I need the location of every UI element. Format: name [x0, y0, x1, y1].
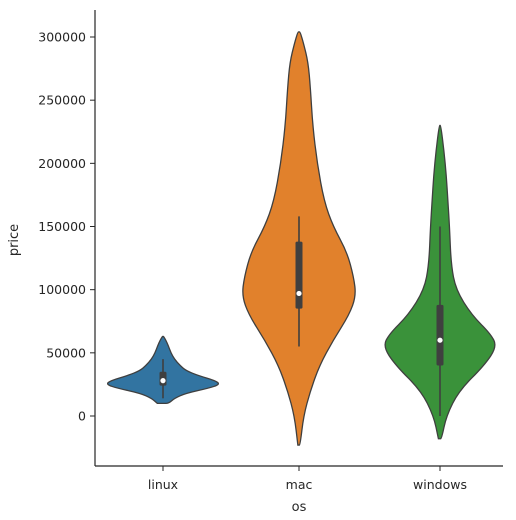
median-dot-mac — [296, 290, 302, 297]
y-axis-label-group: price — [7, 224, 22, 256]
y-tick-label: 250000 — [38, 93, 86, 108]
y-tick-label: 300000 — [38, 30, 86, 45]
y-axis-ticks: 0 50000 100000 150000 200000 250000 300000 — [38, 30, 95, 424]
median-dot-linux — [160, 378, 166, 384]
x-axis-ticks: linux mac windows — [148, 466, 467, 492]
y-tick-label: 0 — [78, 409, 86, 424]
y-tick-label: 50000 — [46, 345, 86, 360]
y-tick-label: 200000 — [38, 156, 86, 171]
y-tick-label: 150000 — [38, 219, 86, 234]
y-tick-label: 100000 — [38, 282, 86, 297]
violins — [106, 31, 496, 446]
median-dot-windows — [437, 337, 443, 343]
x-axis-label: os — [292, 500, 307, 515]
x-tick-label-windows: windows — [413, 477, 467, 492]
y-axis-label: price — [7, 224, 22, 256]
x-tick-label-mac: mac — [286, 477, 313, 492]
iqr-box-windows — [436, 304, 444, 366]
iqr-box-mac — [295, 241, 303, 309]
x-tick-label-linux: linux — [148, 477, 178, 492]
